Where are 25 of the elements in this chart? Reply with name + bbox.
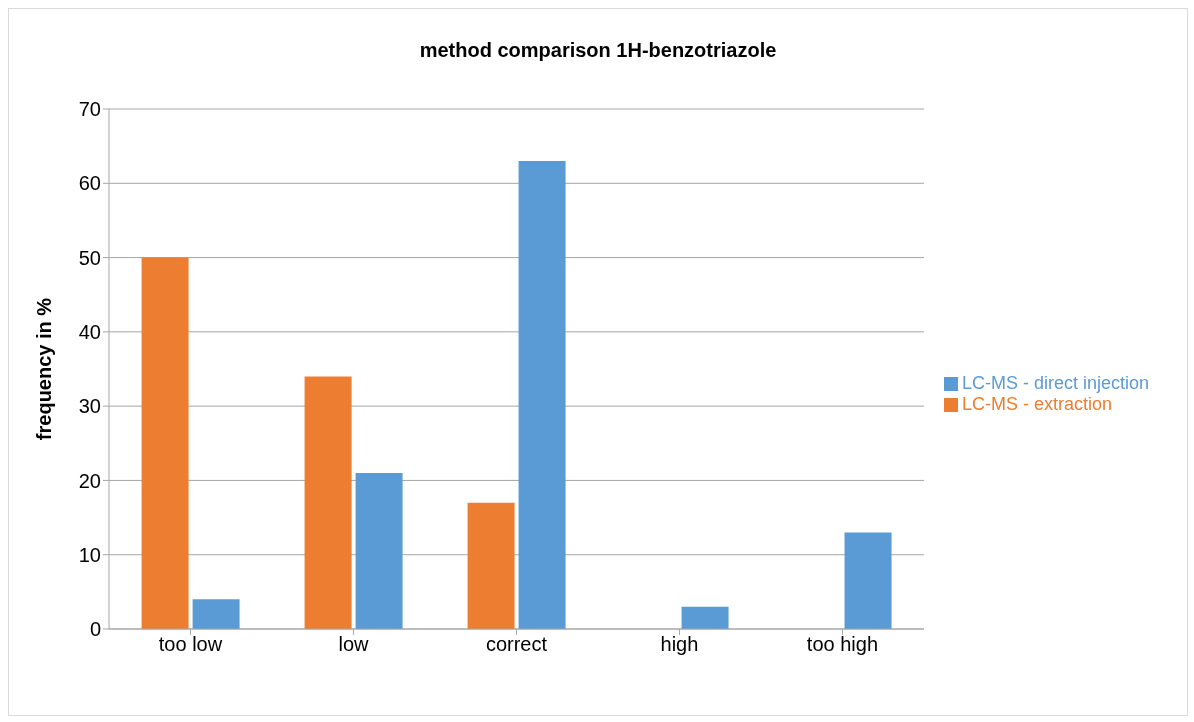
- bar: [518, 161, 566, 629]
- bar: [467, 502, 515, 629]
- x-tick-label: low: [338, 633, 370, 656]
- x-tick-label: correct: [485, 633, 548, 656]
- y-tick-label: 30: [78, 395, 101, 418]
- y-tick-label: 10: [78, 543, 101, 566]
- bar: [304, 376, 352, 629]
- chart-title: method comparison 1H-benzotriazole: [418, 38, 778, 63]
- legend-label: LC-MS - extraction: [961, 394, 1112, 414]
- bar: [681, 606, 729, 629]
- y-tick-label: 60: [78, 172, 101, 195]
- bar: [844, 532, 892, 629]
- x-tick-label: high: [660, 633, 699, 656]
- y-tick-label: 20: [78, 469, 101, 492]
- x-tick-label: too low: [158, 633, 223, 656]
- legend-label: LC-MS - direct injection: [961, 373, 1149, 393]
- y-tick-label: 70: [78, 98, 101, 121]
- x-tick-label: too high: [806, 633, 879, 656]
- y-tick-label: 40: [78, 320, 101, 343]
- y-axis-title: frequency in %: [33, 297, 56, 441]
- y-tick-label: 50: [78, 246, 101, 269]
- bar: [192, 599, 240, 629]
- bar: [355, 473, 403, 629]
- bar: [141, 257, 189, 629]
- y-tick-label: 0: [89, 618, 101, 641]
